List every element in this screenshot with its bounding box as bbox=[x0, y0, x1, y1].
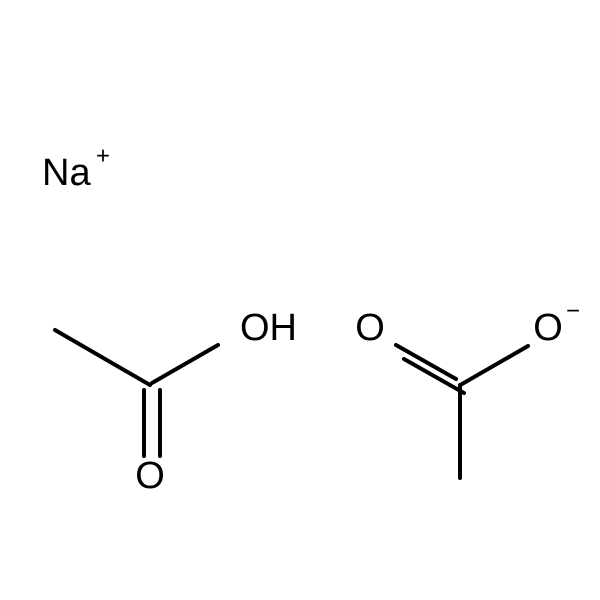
bond-c-ominus-acetate bbox=[462, 346, 528, 384]
oxygen-minus-acetate: O bbox=[533, 307, 563, 349]
bond-ch3-c-acid bbox=[55, 330, 150, 385]
sodium-label: Na bbox=[42, 152, 91, 194]
sodium-charge-icon: + bbox=[96, 142, 110, 169]
bond-c-doubleo-a-acetate bbox=[396, 345, 456, 379]
oxygen-minus-charge-icon: − bbox=[566, 297, 580, 324]
hydroxyl-acid: OH bbox=[240, 307, 297, 349]
oxygen-double-acid: O bbox=[135, 455, 165, 497]
bond-c-oh-acid bbox=[152, 345, 218, 383]
oxygen-double-acetate: O bbox=[355, 307, 385, 349]
bond-c-doubleo-b-acetate bbox=[404, 359, 464, 393]
